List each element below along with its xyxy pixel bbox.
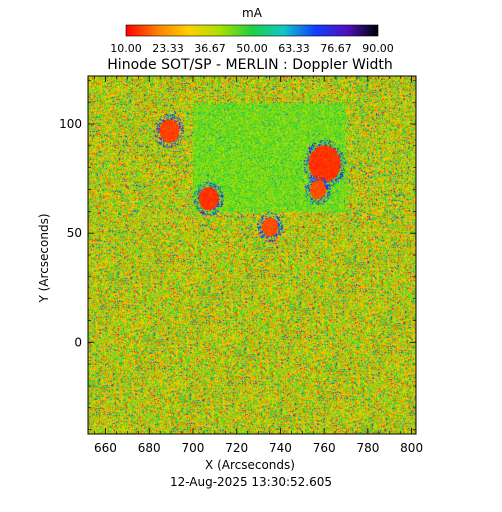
x-tick-label: 780 — [356, 441, 379, 455]
colorbar-tick-label: 90.00 — [362, 42, 394, 55]
x-axis: 660 680 700 720 740 760 780 800 — [94, 76, 423, 455]
y-axis-label: Y (Arcseconds) — [37, 213, 51, 303]
y-tick-label: 100 — [59, 117, 82, 131]
colorbar-tick-labels: 10.00 23.33 36.67 50.00 63.33 76.67 90.00 — [110, 42, 394, 55]
colorbar-tick-label: 63.33 — [278, 42, 310, 55]
y-tick-label: 50 — [67, 226, 82, 240]
x-tick-label: 700 — [182, 441, 205, 455]
colorbar-tick-label: 76.67 — [320, 42, 352, 55]
colorbar-tick-label: 10.00 — [110, 42, 142, 55]
x-tick-label: 660 — [94, 441, 117, 455]
colorbar-tick-label: 23.33 — [152, 42, 184, 55]
colorbar — [125, 24, 379, 37]
x-tick-label: 760 — [313, 441, 336, 455]
colorbar-tick-label: 50.00 — [236, 42, 268, 55]
x-axis-label: X (Arcseconds) — [205, 458, 295, 472]
x-tick-label: 720 — [225, 441, 248, 455]
doppler-width-map — [88, 76, 416, 434]
chart-title: Hinode SOT/SP - MERLIN : Doppler Width — [107, 57, 392, 73]
x-tick-label: 740 — [269, 441, 292, 455]
colorbar-tick-label: 36.67 — [194, 42, 226, 55]
x-tick-label: 800 — [400, 441, 423, 455]
y-axis: 0 50 100 — [59, 80, 416, 430]
colorbar-unit: mA — [242, 6, 263, 20]
x-tick-label: 680 — [138, 441, 161, 455]
timestamp: 12-Aug-2025 13:30:52.605 — [170, 475, 332, 489]
y-tick-label: 0 — [74, 335, 82, 349]
